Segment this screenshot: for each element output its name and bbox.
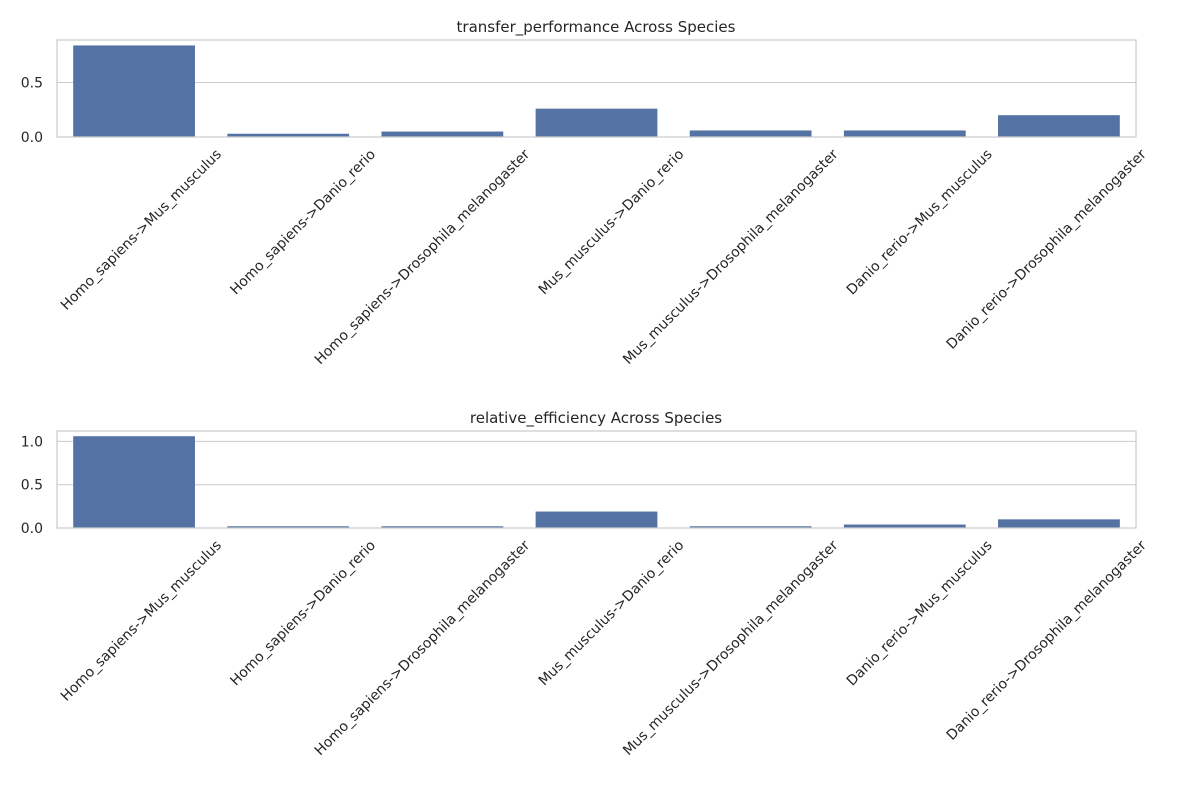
chart-title: relative_efficiency Across Species <box>470 409 722 428</box>
x-tick-labels: Homo_sapiens->Mus_musculus Homo_sapiens->… <box>58 537 1150 759</box>
chart-title: transfer_performance Across Species <box>457 18 736 37</box>
chart-panel-relative-efficiency: relative_efficiency Across Species 0.00.… <box>21 409 1150 759</box>
x-tick-label: Homo_sapiens->Danio_rerio <box>227 147 379 299</box>
y-tick-label: 1.0 <box>21 434 43 450</box>
bar <box>73 436 195 528</box>
y-tick-label: 0.0 <box>21 130 43 146</box>
x-tick-label: Homo_sapiens->Danio_rerio <box>227 538 379 690</box>
bar <box>535 511 658 528</box>
y-tick-labels: 0.0 0.5 1.0 <box>21 434 43 537</box>
bar <box>843 130 966 137</box>
y-tick-labels: 0.0 0.5 <box>21 76 43 146</box>
bar <box>227 133 350 137</box>
x-tick-label: Danio_rerio->Mus_musculus <box>844 147 996 299</box>
y-tick-label: 0.5 <box>21 76 43 92</box>
plot-frame <box>56 39 1137 138</box>
x-tick-label: Mus_musculus->Danio_rerio <box>536 147 688 299</box>
bar <box>381 131 504 137</box>
y-tick-label: 0.5 <box>21 478 43 494</box>
bars <box>73 45 1120 137</box>
bar <box>73 45 195 137</box>
y-tick-label: 0.0 <box>21 521 43 537</box>
bar <box>843 524 966 528</box>
bar <box>689 526 812 528</box>
bars <box>73 436 1120 528</box>
x-tick-label: Homo_sapiens->Mus_musculus <box>58 538 225 705</box>
bar <box>535 108 658 137</box>
chart-panel-transfer-performance: transfer_performance Across Species 0.00… <box>21 18 1150 368</box>
bar <box>998 115 1120 137</box>
x-tick-label: Mus_musculus->Danio_rerio <box>536 538 688 690</box>
plot-frame <box>56 430 1137 529</box>
bar <box>689 130 812 137</box>
x-tick-label: Danio_rerio->Mus_musculus <box>844 538 996 690</box>
bar <box>998 519 1120 528</box>
x-tick-labels: Homo_sapiens->Mus_musculus Homo_sapiens->… <box>58 146 1150 368</box>
bar <box>227 526 350 528</box>
bar <box>381 526 504 528</box>
x-tick-label: Homo_sapiens->Mus_musculus <box>58 147 225 314</box>
